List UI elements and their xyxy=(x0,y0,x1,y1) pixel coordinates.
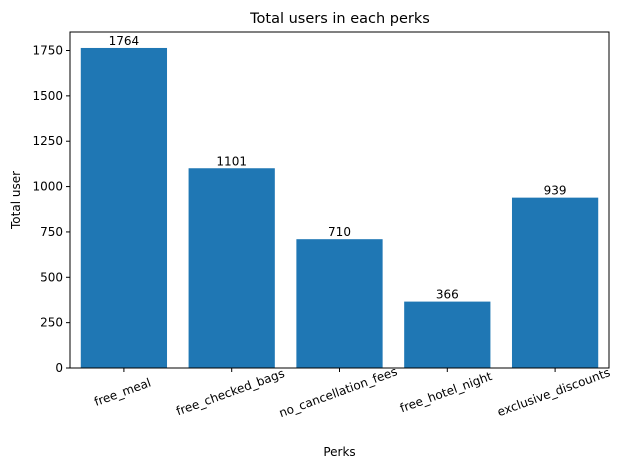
chart-title: Total users in each perks xyxy=(249,11,430,27)
bar-value-label: 710 xyxy=(328,225,351,239)
x-tick-label: exclusive_discounts xyxy=(495,365,612,419)
bar-value-label: 366 xyxy=(436,288,459,302)
y-tick-label: 0 xyxy=(55,361,63,375)
bar-exclusive-discounts xyxy=(511,197,599,368)
y-tick-label: 500 xyxy=(40,270,63,284)
bar-value-label: 1764 xyxy=(109,34,140,48)
y-axis-title: Total user xyxy=(9,171,23,230)
y-axis-ticks: 0 250 500 750 1000 1250 1500 1750 xyxy=(32,44,70,375)
x-tick-label: free_checked_bags xyxy=(174,366,286,418)
x-tick-label: free_meal xyxy=(92,376,153,409)
bar-free-checked-bags xyxy=(188,168,275,368)
y-tick-label: 1500 xyxy=(32,89,63,103)
x-axis-title: Perks xyxy=(323,445,355,459)
bars xyxy=(80,47,599,368)
x-axis-ticks: free_meal free_checked_bagsno_cancellatio… xyxy=(92,364,612,420)
bar-value-label: 1101 xyxy=(216,154,247,168)
y-tick-label: 1000 xyxy=(32,180,63,194)
y-tick-label: 250 xyxy=(40,316,63,330)
x-tick-label: free_hotel_night xyxy=(398,369,494,415)
bar-no-cancellation-fees xyxy=(296,239,383,368)
bar-value-labels: 1764 1101 710 366 939 xyxy=(109,34,567,302)
x-tick-label: no_cancellation_fees xyxy=(277,364,399,420)
y-tick-label: 1250 xyxy=(32,134,63,148)
y-tick-label: 1750 xyxy=(32,44,63,58)
bar-free-hotel-night xyxy=(404,301,491,368)
bar-free-meal xyxy=(80,47,168,368)
plot-area-frame xyxy=(69,31,610,369)
bar-value-label: 939 xyxy=(544,184,567,198)
y-tick-label: 750 xyxy=(40,225,63,239)
